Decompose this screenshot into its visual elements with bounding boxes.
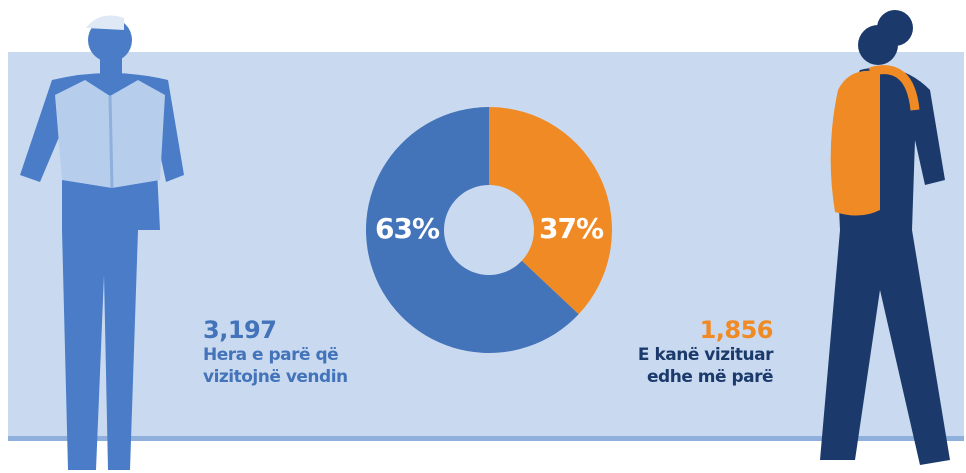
floor-line: [8, 436, 964, 441]
count-label: 3,197: [203, 316, 378, 344]
value-label: 63%: [375, 212, 440, 245]
right-annotation: 1,856 E kanë vizituar edhe më parë: [613, 316, 773, 388]
category-label: Hera e parë që vizitojnë vendin: [203, 344, 378, 388]
chart: 37% 63%: [0, 0, 966, 473]
count-label: 1,856: [613, 316, 773, 344]
infographic: 37% 63% 3,197 Hera e parë që vizitojnë ve…: [0, 0, 966, 473]
value-label: 37%: [539, 212, 604, 245]
category-label: E kanë vizituar edhe më parë: [613, 344, 773, 388]
left-annotation: 3,197 Hera e parë që vizitojnë vendin: [203, 316, 378, 388]
